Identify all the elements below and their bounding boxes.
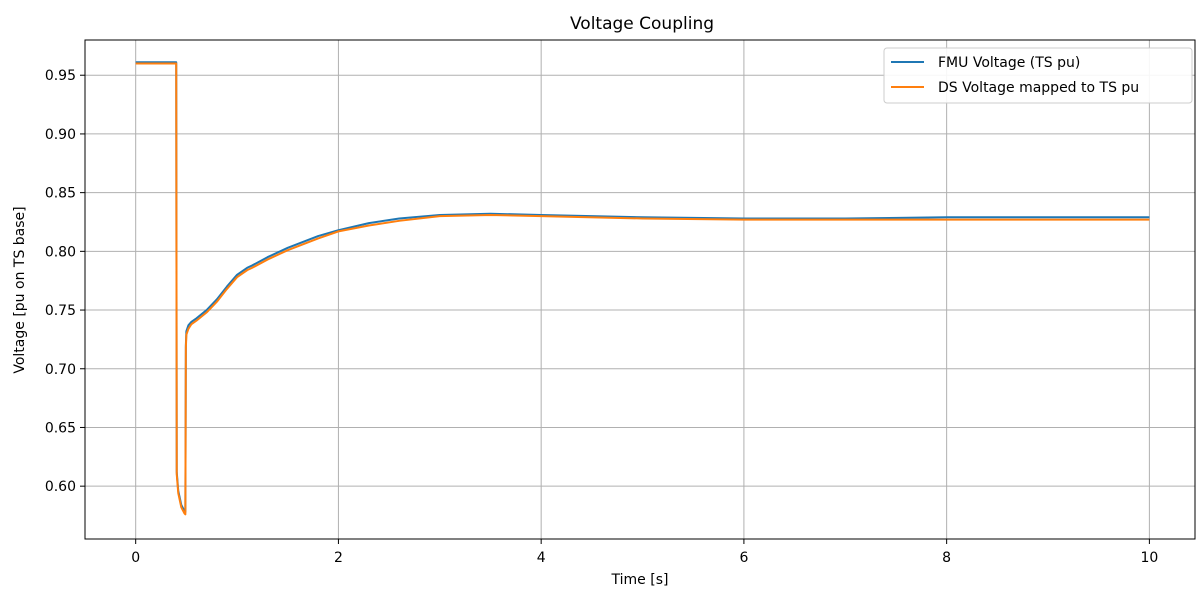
y-axis-ticks: 0.60 0.65 0.70 0.75 0.80 0.85 0.90 0.95 — [45, 68, 85, 495]
y-tick-label: 0.85 — [45, 186, 76, 202]
y-tick-label: 0.70 — [45, 362, 76, 378]
legend-box — [883, 47, 1193, 104]
legend: FMU Voltage (TS pu) DS Voltage mapped to… — [883, 47, 1193, 104]
y-tick-label: 0.60 — [45, 479, 76, 495]
x-tick-label: 10 — [1140, 550, 1158, 566]
y-tick-label: 0.90 — [45, 127, 76, 143]
series-line-fmu-voltage — [135, 61, 1150, 513]
x-tick-label: 8 — [942, 550, 951, 566]
x-tick-label: 6 — [739, 550, 748, 566]
x-tick-label: 2 — [334, 550, 343, 566]
x-axis-ticks: 0 2 4 6 8 10 — [131, 539, 1158, 566]
y-axis-label: Voltage [pu on TS base] — [12, 206, 28, 373]
x-tick-label: 0 — [131, 550, 140, 566]
series-line-ds-voltage — [135, 62, 1150, 516]
series-lines — [135, 61, 1150, 516]
x-tick-label: 4 — [537, 550, 546, 566]
legend-label-fmu-voltage: FMU Voltage (TS pu) — [938, 55, 1080, 71]
y-tick-label: 0.95 — [45, 68, 76, 84]
plot-frame — [84, 39, 1196, 540]
y-tick-label: 0.80 — [45, 244, 76, 260]
legend-label-ds-voltage: DS Voltage mapped to TS pu — [938, 80, 1139, 96]
y-tick-label: 0.75 — [45, 303, 76, 319]
chart-title: Voltage Coupling — [570, 14, 714, 34]
y-tick-label: 0.65 — [45, 420, 76, 436]
x-axis-label: Time [s] — [611, 572, 669, 588]
grid-lines — [85, 40, 1195, 539]
